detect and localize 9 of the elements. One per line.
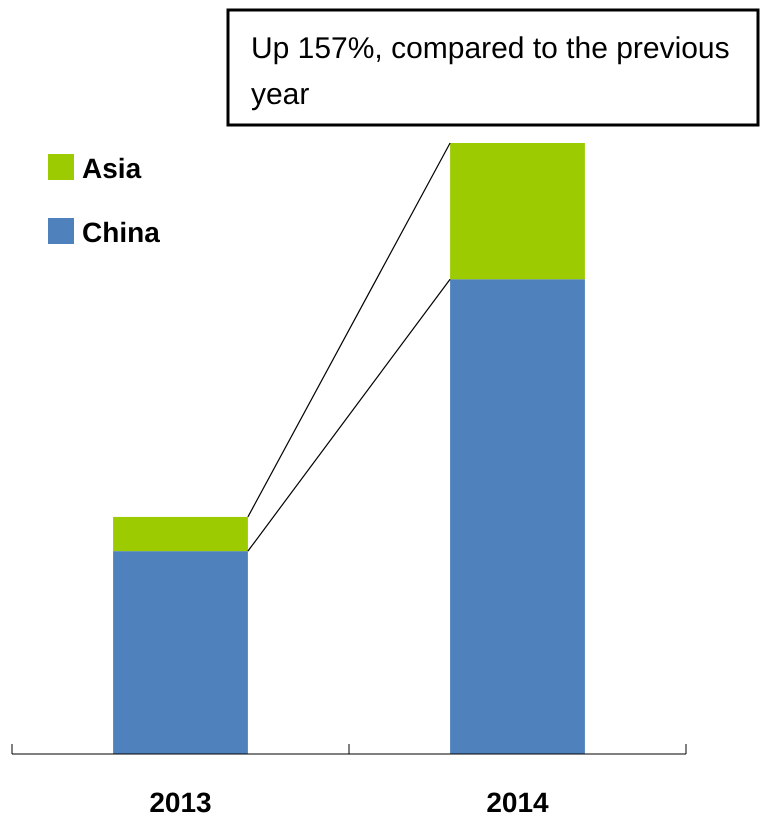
legend-label: Asia (82, 153, 142, 184)
bar (450, 143, 585, 280)
bar (113, 516, 248, 552)
legend-label: China (82, 217, 160, 248)
bar (450, 279, 585, 754)
x-tick-label: 2014 (486, 787, 550, 818)
bar (113, 551, 248, 754)
text: Up 157%, compared to the previous year (251, 32, 730, 111)
x-tick-label: 2013 (149, 787, 212, 818)
